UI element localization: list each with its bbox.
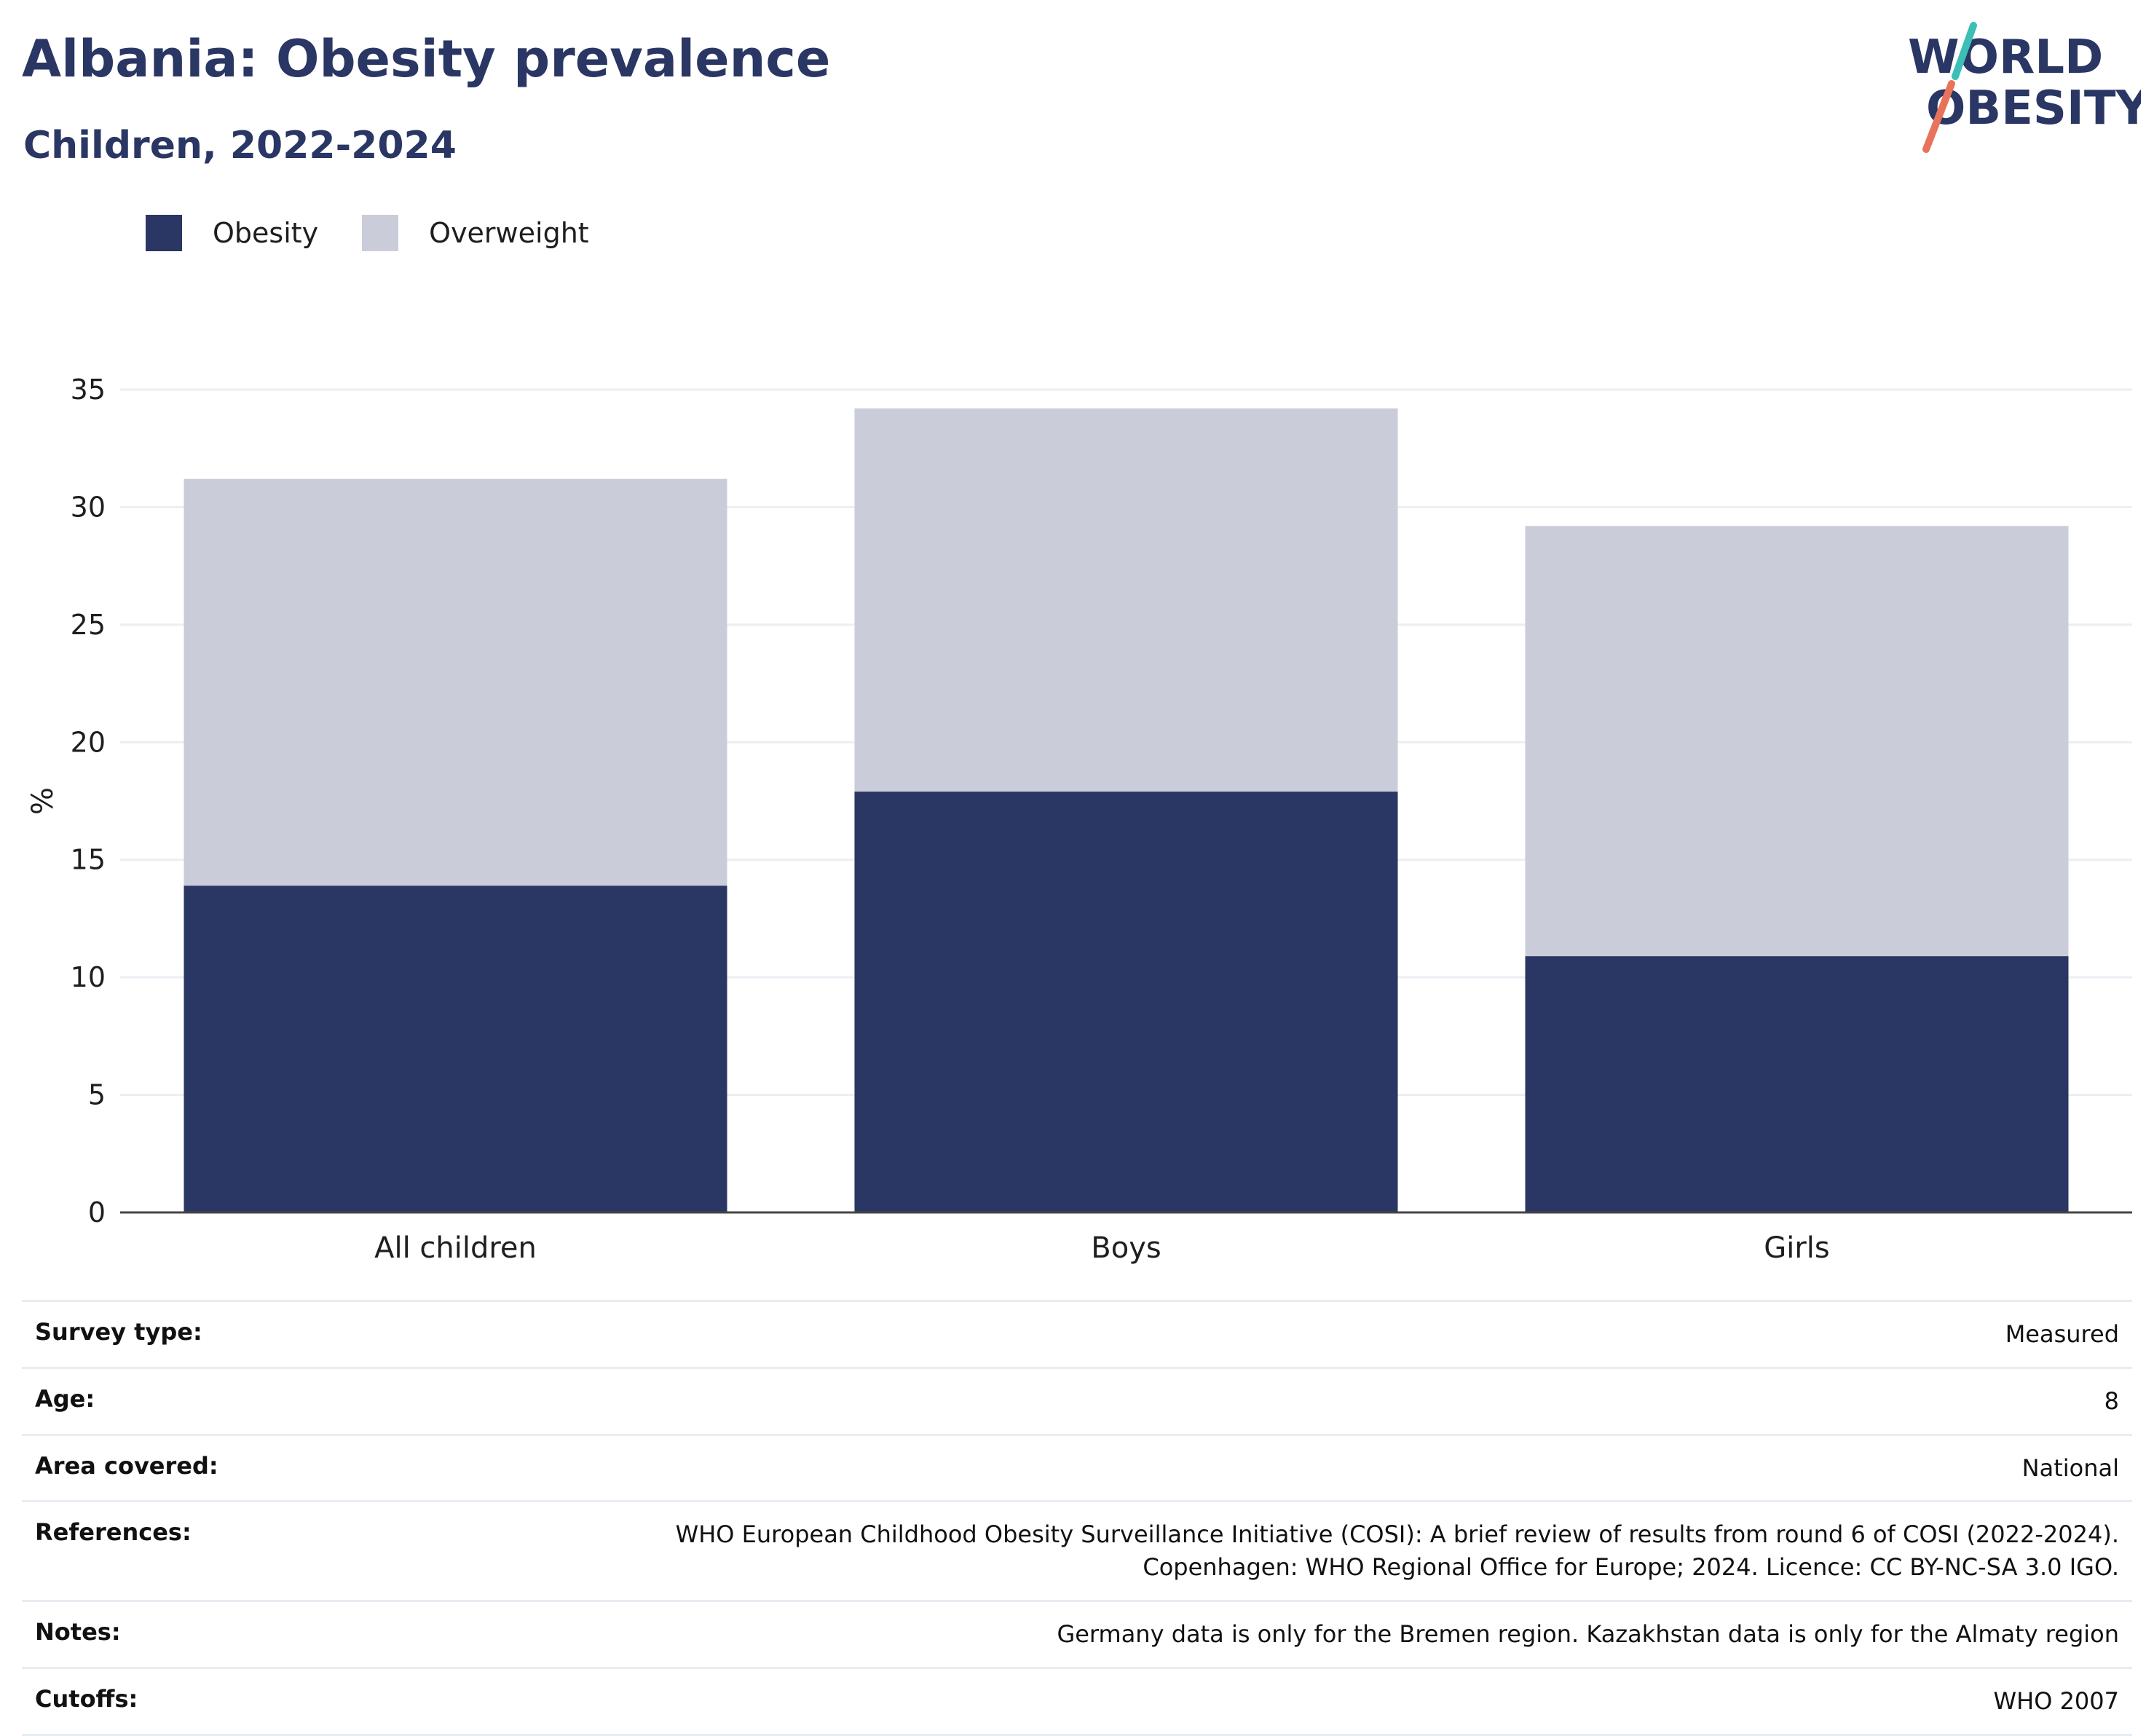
y-tick-label: 30 — [71, 491, 106, 523]
info-row: Cutoffs: WHO 2007 — [22, 1668, 2132, 1735]
stacked-bar-chart: 0 5 10 15 20 25 30 35% All children Boys Girls — [26, 374, 2132, 1265]
bar-overweight-all-children — [184, 478, 727, 886]
info-value: WHO 2007 — [285, 1668, 2132, 1735]
legend-item-obesity[interactable]: Obesity — [146, 215, 318, 251]
chart-title: Albania: Obesity prevalence — [22, 29, 831, 89]
info-key: Notes: — [35, 1617, 121, 1646]
legend-label-obesity: Obesity — [213, 217, 319, 249]
info-value-line: Germany data is only for the Bremen regi… — [1057, 1619, 2119, 1648]
survey-info-table: Survey type: Measured Age: 8 Area covered: Na… — [22, 1300, 2132, 1736]
logo-text-obesity: OBESITY — [1926, 82, 2141, 135]
bar-overweight-girls — [1525, 526, 2069, 957]
bar-obesity-boys — [854, 792, 1398, 1212]
x-tick-label: Boys — [1091, 1231, 1161, 1265]
info-row: Age: 8 — [22, 1368, 2132, 1435]
y-tick-label: 20 — [71, 726, 106, 758]
legend-swatch-obesity — [146, 215, 182, 251]
info-key: Survey type: — [35, 1318, 202, 1346]
bar-obesity-girls — [1525, 956, 2069, 1212]
bar-overweight-boys — [854, 408, 1398, 792]
x-tick-label: Girls — [1764, 1231, 1830, 1265]
info-key: Area covered: — [35, 1451, 218, 1480]
chart-subtitle: Children, 2022-2024 — [23, 124, 457, 167]
y-tick-label: 35 — [71, 374, 106, 406]
logo-slash-teal — [1952, 22, 1977, 80]
info-value-line: National — [2021, 1453, 2119, 1482]
info-value-line: Copenhagen: WHO Regional Office for Euro… — [1143, 1553, 2119, 1582]
y-tick-label: 10 — [71, 961, 106, 993]
y-tick-label: 25 — [71, 609, 106, 641]
info-value: National — [285, 1435, 2132, 1502]
info-row: Notes: Germany data is only for the Breme… — [22, 1601, 2132, 1668]
y-tick-label: 15 — [71, 844, 106, 876]
logo-slash-coral — [1922, 80, 1955, 153]
info-value: WHO European Childhood Obesity Surveilla… — [285, 1502, 2132, 1601]
info-row: Area covered: National — [22, 1435, 2132, 1502]
y-axis-label: % — [26, 787, 60, 815]
info-value-line: WHO European Childhood Obesity Surveilla… — [675, 1520, 2119, 1549]
info-value: Measured — [285, 1301, 2132, 1368]
info-value: Germany data is only for the Bremen regi… — [285, 1601, 2132, 1668]
info-value-line: WHO 2007 — [1993, 1686, 2120, 1715]
info-row: References: WHO European Childhood Obesit… — [22, 1502, 2132, 1601]
info-key: Age: — [35, 1384, 95, 1413]
y-tick-label: 5 — [88, 1079, 106, 1111]
y-tick-label: 0 — [88, 1196, 106, 1228]
bar-obesity-all-children — [184, 885, 727, 1212]
legend-swatch-overweight — [362, 215, 399, 251]
info-value-line: 8 — [2104, 1386, 2119, 1415]
legend-item-overweight[interactable]: Overweight — [362, 215, 589, 251]
info-value: 8 — [285, 1368, 2132, 1435]
logo-text-world: WORLD — [1908, 31, 2103, 84]
chart-legend: Obesity Overweight — [146, 215, 633, 251]
world-obesity-logo: WORLD OBESITY — [1908, 22, 2141, 153]
info-value-line: Measured — [2005, 1320, 2119, 1348]
x-tick-label: All children — [374, 1231, 537, 1265]
info-key: References: — [35, 1518, 192, 1547]
legend-label-overweight: Overweight — [429, 217, 589, 249]
info-row: Survey type: Measured — [22, 1301, 2132, 1368]
info-key: Cutoffs: — [35, 1684, 138, 1713]
